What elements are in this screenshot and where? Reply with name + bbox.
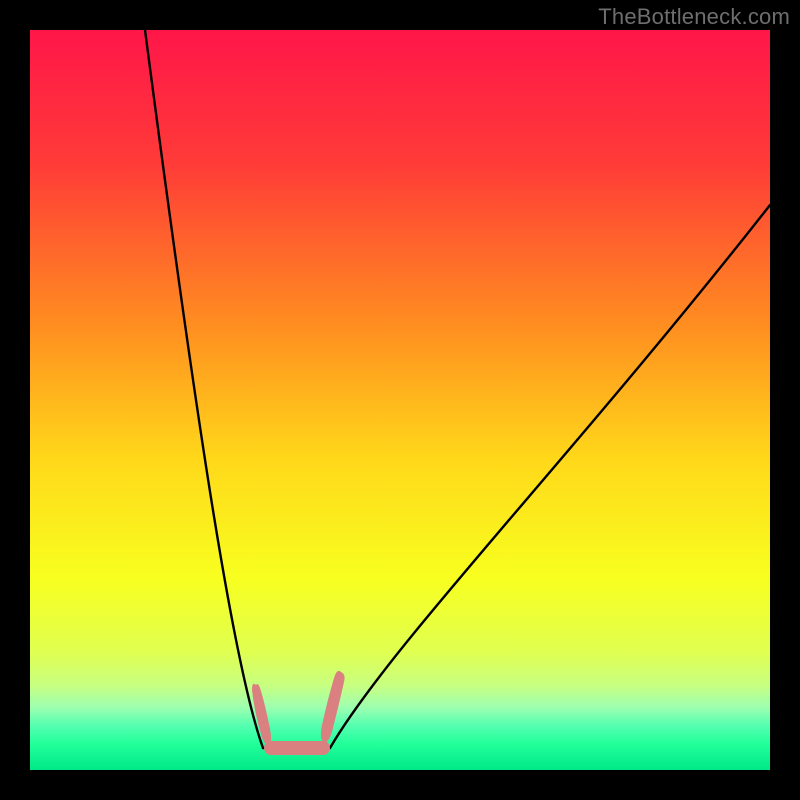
bottleneck-chart (30, 30, 770, 770)
watermark-text: TheBottleneck.com (598, 4, 790, 30)
chart-frame: TheBottleneck.com (0, 0, 800, 800)
highlight-bottom-bar (264, 741, 330, 755)
gradient-background (30, 30, 770, 770)
